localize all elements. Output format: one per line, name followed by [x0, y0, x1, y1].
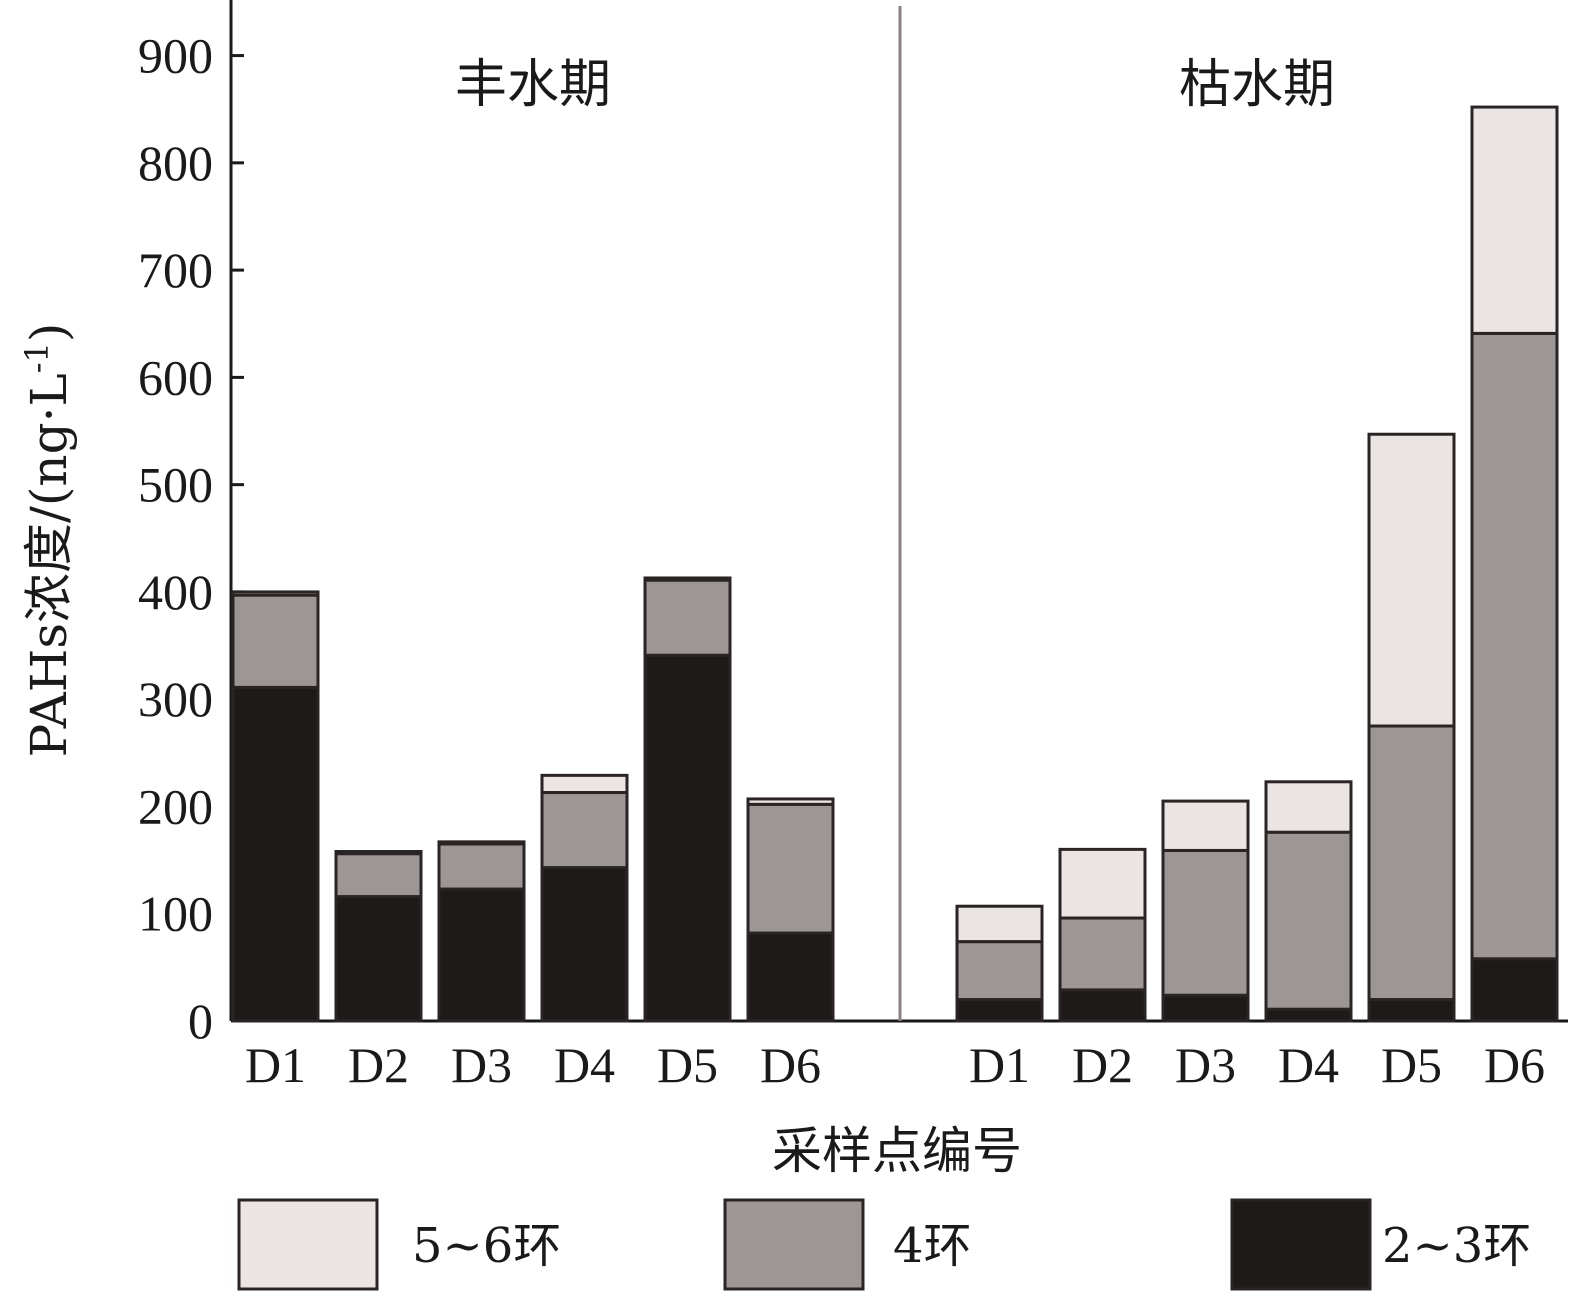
bar-segment [746, 797, 835, 806]
y-tick-label: 700 [138, 242, 213, 298]
x-tick-label: D4 [554, 1037, 615, 1093]
bar-segment [540, 866, 629, 1023]
bar-segment [334, 895, 423, 1023]
bar-segment [1058, 847, 1147, 920]
bar-segment [1470, 957, 1559, 1023]
legend-item: 4环 [723, 1198, 972, 1291]
legend-item: 5~6环 [237, 1198, 561, 1291]
bar-segment [1367, 724, 1456, 1002]
x-tick-label: D5 [657, 1037, 718, 1093]
bar-segment [1367, 432, 1456, 728]
y-tick-label: 300 [138, 671, 213, 727]
legend-label: 2~3环 [1382, 1218, 1531, 1274]
y-tick-label: 200 [138, 778, 213, 834]
bar-segment [1058, 988, 1147, 1023]
y-tick-label: 600 [138, 349, 213, 405]
bar-segment [643, 576, 732, 582]
y-tick-label: 100 [138, 886, 213, 942]
x-tick-label: D5 [1381, 1037, 1442, 1093]
bar-segment [643, 578, 732, 657]
x-tick-label: D1 [245, 1037, 306, 1093]
x-tick-label: D3 [1175, 1037, 1236, 1093]
bar-segment [955, 998, 1044, 1023]
bar-segment [1367, 998, 1456, 1023]
bar-segment [540, 791, 629, 870]
x-tick-label: D3 [451, 1037, 512, 1093]
bar-segment [1058, 916, 1147, 992]
bar-group: D1 D2 D3 D4 D5 D6 丰水期 [231, 55, 835, 1093]
bar-segment [1264, 1007, 1353, 1023]
legend-label: 5~6环 [412, 1218, 561, 1274]
legend-swatch [237, 1198, 379, 1291]
y-tick-label: 800 [138, 135, 213, 191]
bar-segment [1161, 993, 1250, 1023]
bar-segment [955, 940, 1044, 1002]
bar-segment [231, 685, 320, 1023]
x-tick-label: D4 [1278, 1037, 1339, 1093]
bar-segment [1470, 105, 1559, 335]
bar-segment [1161, 848, 1250, 997]
legend-label: 4环 [893, 1218, 972, 1274]
bar-segment [746, 931, 835, 1023]
bar-segment [437, 840, 526, 846]
legend-swatch [1230, 1198, 1372, 1291]
bar-segment [231, 593, 320, 689]
bar-segment [955, 904, 1044, 944]
y-tick-label: 500 [138, 457, 213, 513]
legend-swatch [723, 1198, 865, 1291]
x-tick-label: D2 [348, 1037, 409, 1093]
bar-segment [540, 773, 629, 795]
legend-item: 2~3环 [1230, 1198, 1531, 1291]
bar-segment [1264, 830, 1353, 1011]
bar-segment [334, 850, 423, 856]
x-tick-label: D1 [969, 1037, 1030, 1093]
period-label: 丰水期 [455, 55, 611, 115]
legend: 5~6环 4环 2~3环 [237, 1198, 1531, 1291]
bar-segment [334, 852, 423, 899]
y-tick-label: 400 [138, 564, 213, 620]
bar-segment [231, 590, 320, 597]
y-ticks: 0 100 200 300 400 500 600 700 800 900 [138, 28, 244, 1049]
bar-segment [746, 802, 835, 935]
x-axis-title: 采样点编号 [772, 1122, 1022, 1180]
x-tick-label: D2 [1072, 1037, 1133, 1093]
bar-group: D1 D2 D3 D4 D5 D6 枯水期 [955, 55, 1559, 1093]
bar-segment [1470, 331, 1559, 961]
bar-segment [437, 842, 526, 891]
bar-groups: D1 D2 D3 D4 D5 D6 丰水期 D1 D2 D3 D4 D5 D6 枯水期 [231, 55, 1559, 1093]
x-tick-label: D6 [1484, 1037, 1545, 1093]
y-tick-label: 0 [188, 993, 213, 1049]
period-label: 枯水期 [1179, 55, 1335, 115]
bar-segment [643, 653, 732, 1023]
x-tick-label: D6 [760, 1037, 821, 1093]
bar-segment [437, 887, 526, 1023]
bar-segment [1264, 780, 1353, 834]
y-axis-title: PAHs浓度/(ng·L-1) [18, 323, 78, 758]
bar-segment [1161, 799, 1250, 852]
y-tick-label: 900 [138, 28, 213, 84]
